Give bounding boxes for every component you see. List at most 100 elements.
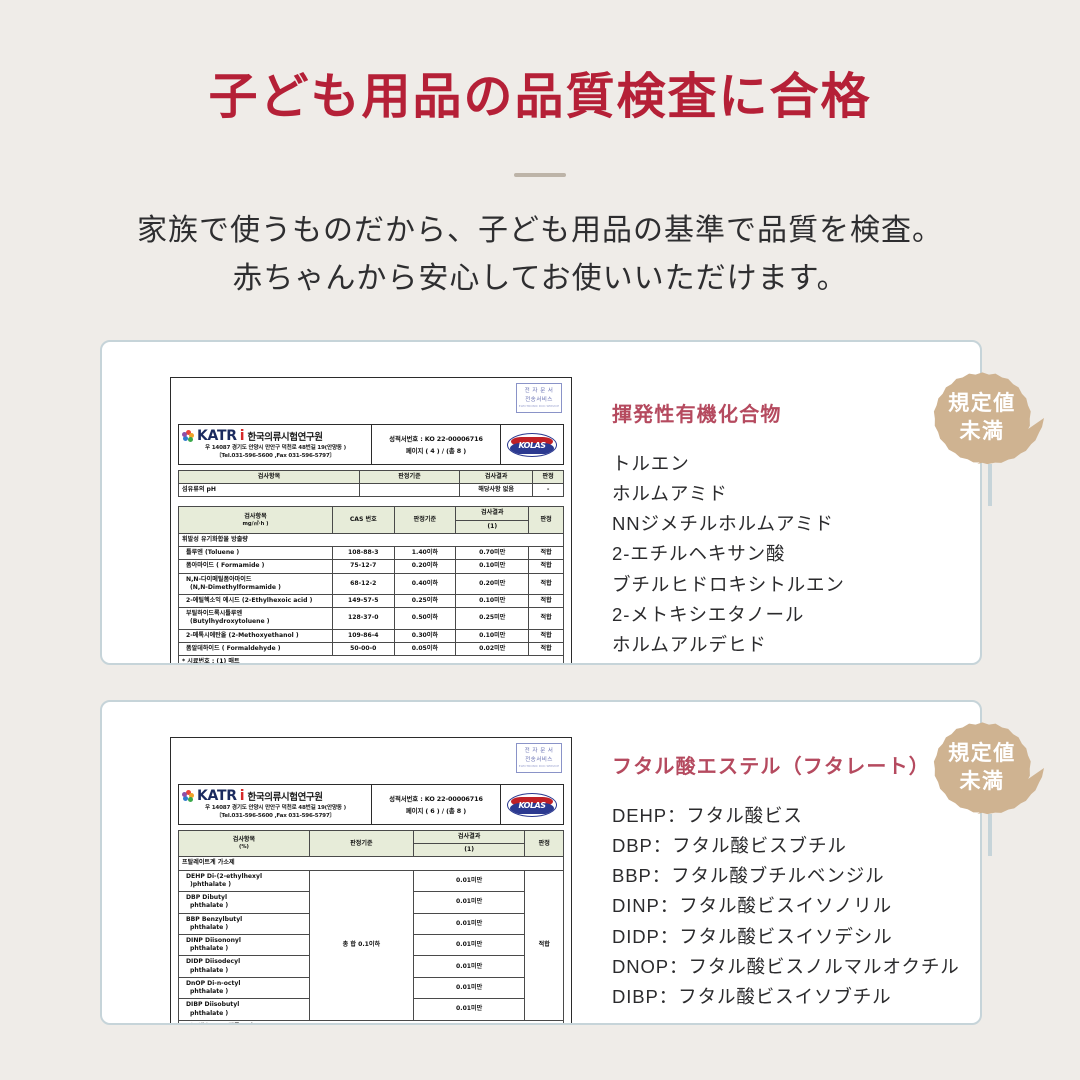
- cell-item-line1: BBP Benzylbutyl: [186, 915, 243, 923]
- footnote-sample: * 시료번호 : (1) 매트: [178, 655, 564, 663]
- estamp-line-3: ELECTRONIC DOC SERVICE: [518, 764, 560, 769]
- cell-result: 0.01미만: [412, 891, 526, 914]
- cell-verdict: 적합: [528, 593, 564, 609]
- kolas-seal-label: KOLAS: [518, 440, 546, 450]
- table-note-row: * 시료번호 : (1) 필름 표면: [178, 1019, 564, 1023]
- table-header-row: 검사항목 mg/㎡·h ) CAS 번호 판정기준 검사결과 판정: [178, 506, 564, 534]
- table-row: 폼아마이드 ( Formamide ) 75-12-7 0.20이하 0.10미…: [178, 559, 564, 574]
- cell-item: DINP Diisononyl phthalate ): [178, 933, 310, 957]
- lab-name-korean: 한국의류시험연구원: [247, 792, 323, 803]
- cell-item-line2: phthalate ): [190, 902, 229, 910]
- cell-result: 0.20미만: [455, 572, 530, 595]
- cell-item-line1: N,N-다이메틸폼아마이드: [186, 575, 252, 583]
- cell-result: 0.01미만: [412, 976, 526, 1000]
- phthalate-text-block: フタル酸エステル（フタレート） DEHP：フタル酸ビス DBP：フタル酸ビスブチ…: [612, 750, 960, 1012]
- cell-result: 0.01미만: [412, 955, 526, 978]
- table-header-row: 검사항목 판정기준 검사결과 판정: [178, 469, 564, 485]
- col-result-sample: (1): [412, 843, 526, 858]
- certificate-page-number: 페이지 ( 6 ) / (총 8 ): [405, 807, 467, 816]
- cell-item: 섬유류의 pH: [178, 483, 360, 498]
- list-item: 2-エチルヘキサン酸: [612, 543, 786, 565]
- katri-accent-letter: i: [239, 788, 245, 804]
- cell-item: 톨루엔 (Toluene ): [178, 546, 333, 561]
- cell-result: 0.25미만: [455, 607, 530, 630]
- lab-identity-block: KATR i 한국의류시험연구원 우 14087 경기도 안양시 만안구 덕천로 …: [179, 785, 371, 824]
- cell-item: 2-에틸헥소익 에시드 (2-Ethylhexoic acid ): [178, 593, 333, 609]
- cell-item-line1: 부틸하이드록시톨루엔: [186, 610, 243, 618]
- electronic-document-stamp-icon: 전 자 문 서 전송서비스 ELECTRONIC DOC SERVICE: [516, 743, 562, 773]
- col-standard: 판정기준: [358, 469, 461, 485]
- col-result: 검사결과: [412, 829, 526, 845]
- certificate-header-band: KATR i 한국의류시험연구원 우 14087 경기도 안양시 만안구 덕천로 …: [178, 424, 564, 465]
- table-section-row: 휘발성 유기화합물 방출량: [178, 532, 564, 548]
- estamp-line-1: 전 자 문 서: [524, 388, 554, 394]
- table-header-subrow: (1): [179, 519, 564, 534]
- cell-result: 해당사항 없음: [459, 483, 534, 498]
- col-item-unit: mg/㎡·h ): [242, 520, 269, 527]
- page-subtitle: 家族で使うものだから、子ども用品の基準で品質を検査。 赤ちゃんから安心してお使い…: [0, 207, 1080, 304]
- katri-wordmark: KATR: [197, 428, 237, 444]
- cell-result: 0.10미만: [455, 593, 530, 609]
- katri-accent-letter: i: [239, 428, 245, 444]
- col-result: 검사결과: [459, 469, 534, 485]
- cell-cas: 109-86-4: [332, 628, 395, 643]
- cell-verdict: 적합: [528, 546, 564, 561]
- badge-line-1: 規定値: [948, 741, 1016, 765]
- certificate-page-number: 페이지 ( 4 ) / (총 8 ): [405, 447, 467, 456]
- katri-flower-logo-icon: [182, 790, 194, 802]
- list-item: 2-メトキシエタノール: [612, 603, 805, 625]
- certificate-meta-block: 성적서번호 : KO 22-00006716 페이지 ( 6 ) / (총 8 …: [371, 785, 501, 824]
- lab-phone-line: 〔Tel.031-596-5600 ,Fax 031-596-5797〕: [216, 813, 335, 820]
- estamp-line-2: 전송서비스: [525, 756, 553, 763]
- cell-result: 0.02미만: [455, 641, 530, 657]
- col-standard: 판정기준: [393, 506, 457, 534]
- table-row: 섬유류의 pH 해당사항 없음 -: [178, 483, 564, 498]
- cell-verdict: 적합: [528, 641, 564, 657]
- katri-flower-logo-icon: [182, 430, 194, 442]
- kolas-seal-label: KOLAS: [518, 800, 546, 810]
- table-note-row: * 시료번호 : (1) 매트: [178, 655, 564, 663]
- estamp-line-1: 전 자 문 서: [524, 748, 554, 754]
- cell-item-line2: phthalate ): [190, 988, 229, 996]
- cell-item: DEHP Di-(2-ethylhexyl )phthalate ): [178, 869, 310, 893]
- lab-name-korean: 한국의류시험연구원: [247, 432, 323, 443]
- table-header-row: 검사항목 (%) 판정기준 검사결과 판정: [178, 829, 564, 858]
- kolas-seal-container: KOLAS: [501, 785, 563, 824]
- voc-emission-table: 검사항목 mg/㎡·h ) CAS 번호 판정기준 검사결과 판정 (1) 휘발…: [178, 506, 564, 663]
- cell-cas: 108-88-3: [332, 546, 395, 561]
- table-row: BBP Benzylbutyl phthalate ) 0.01미만: [178, 912, 564, 935]
- cell-result: 0.70미만: [455, 546, 530, 561]
- cell-verdict: 적합: [528, 559, 564, 574]
- cell-item-line2: phthalate ): [190, 1009, 229, 1017]
- cell-item-line2: phthalate ): [190, 945, 229, 953]
- list-item: DBP：フタル酸ビスブチル: [612, 835, 847, 857]
- cell-item-line1: DIBP Diisobutyl: [186, 1001, 240, 1009]
- kolas-seal-icon: KOLAS: [507, 432, 557, 457]
- badge-line-2: 未満: [959, 770, 1005, 793]
- cell-item: DBP Dibutyl phthalate ): [178, 891, 310, 914]
- cell-item-line1: DEHP Di-(2-ethylhexyl: [186, 872, 263, 880]
- table-row: DBP Dibutyl phthalate ) 0.01미만: [178, 891, 564, 914]
- badge-scallop-shape: 規定値 未満: [933, 722, 1044, 815]
- table-row: DIBP Diisobutyl phthalate ) 0.01미만: [178, 998, 564, 1021]
- col-item-label: 검사항목: [244, 512, 267, 520]
- cell-item-line2: phthalate ): [190, 966, 229, 974]
- voc-text-block: 揮発性有機化合物 トルエン ホルムアミド NNジメチルホルムアミド 2-エチルヘ…: [612, 398, 845, 660]
- cell-verdict: 적합: [528, 607, 564, 630]
- certificate-header-band: KATR i 한국의류시험연구원 우 14087 경기도 안양시 만안구 덕천로 …: [178, 784, 564, 825]
- cell-item: N,N-다이메틸폼아마이드 (N,N-Dimethylformamide ): [178, 572, 333, 595]
- estamp-line-3: ELECTRONIC DOC SERVICE: [518, 404, 560, 409]
- certificate-document-voc: 전 자 문 서 전송서비스 ELECTRONIC DOC SERVICE KAT…: [170, 377, 572, 663]
- subtitle-line-1: 家族で使うものだから、子ども用品の基準で品質を検査。: [137, 213, 943, 247]
- table-row: DINP Diisononyl phthalate ) 0.01미만: [178, 933, 564, 957]
- cell-verdict: 적합: [528, 572, 564, 595]
- list-item: DNOP：フタル酸ビスノルマルオクチル: [612, 955, 960, 977]
- estamp-line-2: 전송서비스: [525, 396, 553, 403]
- compliance-badge-phthalate: 規定値 未満: [920, 706, 1060, 856]
- list-item: DEHP：フタル酸ビス: [612, 805, 803, 826]
- table-row: DEHP Di-(2-ethylhexyl )phthalate ) 총 합 0…: [178, 869, 564, 1021]
- subtitle-line-2: 赤ちゃんから安心してお使いいただけます。: [232, 262, 848, 296]
- col-item: 검사항목: [178, 469, 360, 485]
- cell-item: 부틸하이드록시톨루엔 (Butylhydroxytoluene ): [178, 607, 333, 630]
- cell-cas: 149-57-5: [332, 593, 395, 609]
